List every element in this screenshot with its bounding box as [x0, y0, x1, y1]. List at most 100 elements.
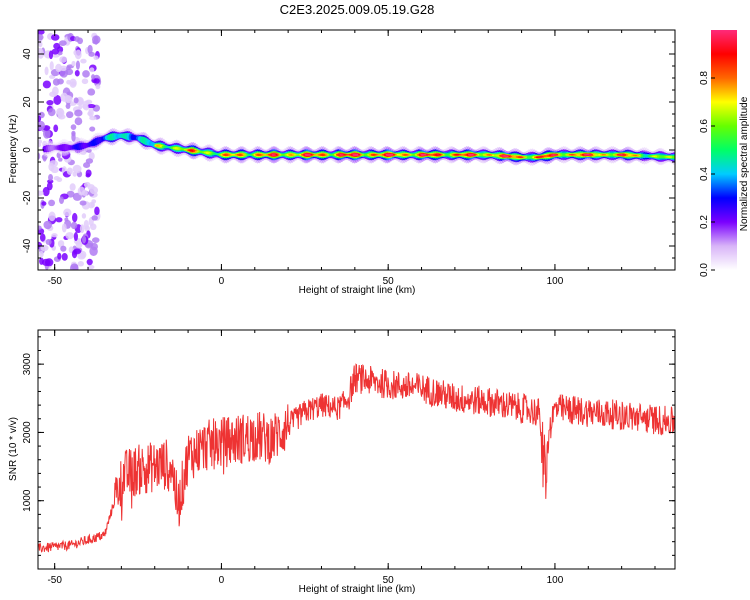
noise-blob	[89, 186, 99, 195]
x-tick-label: 0	[219, 276, 225, 287]
noise-blob	[48, 211, 56, 222]
noise-blob	[47, 108, 56, 117]
x-tick-label: 0	[219, 575, 225, 586]
noise-blob	[70, 221, 78, 230]
noise-blob	[47, 179, 54, 184]
noise-blob	[83, 219, 89, 230]
snr-frame	[37, 329, 676, 570]
noise-blob	[42, 154, 47, 162]
x-tick-label: -50	[47, 575, 62, 586]
noise-blob	[38, 190, 44, 196]
noise-blob	[88, 107, 94, 118]
noise-blob	[85, 158, 94, 164]
noise-blob	[72, 164, 82, 174]
noise-blob	[49, 61, 54, 71]
noise-blob	[71, 132, 76, 142]
noise-blob	[51, 34, 60, 41]
noise-blob	[82, 235, 87, 244]
y-tick-label: -20	[22, 190, 33, 205]
x-tick-label: 50	[383, 276, 395, 287]
noise-blob	[87, 103, 96, 109]
noise-blob	[38, 152, 41, 160]
noise-blob	[88, 152, 95, 160]
noise-blob	[93, 55, 99, 61]
noise-blob	[79, 200, 87, 206]
x-tick-label: -50	[47, 276, 62, 287]
noise-blob	[80, 58, 87, 64]
noise-blob	[66, 111, 74, 119]
noise-blob	[38, 120, 46, 131]
noise-blob	[57, 252, 62, 260]
noise-blob	[82, 70, 90, 78]
noise-blob	[91, 215, 98, 221]
snr-ylabel: SNR (10 * v/v)	[8, 417, 19, 481]
noise-blob	[72, 212, 78, 223]
noise-blob	[42, 80, 51, 89]
noise-blob	[81, 189, 88, 197]
snr-panel: -50 0 50 100 1000 2000 3000 Height of straight…	[8, 329, 676, 595]
snr-ticks: -50 0 50 100 1000 2000 3000	[22, 330, 675, 586]
noise-blob	[39, 233, 46, 242]
noise-blob	[41, 258, 51, 267]
noise-blob	[65, 232, 74, 240]
noise-blob	[48, 199, 56, 207]
noise-blob	[60, 245, 67, 252]
noise-blob	[87, 88, 96, 96]
noise-blob	[38, 225, 42, 231]
colorbar: 0.0 0.2 0.4 0.6 0.8 Normalized spectral ampl…	[699, 30, 750, 277]
noise-blob	[83, 181, 91, 188]
noise-blob	[80, 150, 87, 155]
noise-blob	[85, 173, 91, 178]
colorbar-tick-label: 0.0	[699, 263, 710, 277]
noise-blob	[87, 44, 93, 54]
noise-blob	[89, 246, 98, 257]
noise-blob	[94, 206, 100, 216]
noise-blob	[74, 109, 83, 117]
noise-blob	[44, 66, 49, 76]
noise-blob	[95, 84, 101, 90]
y-tick-label: 40	[22, 48, 33, 60]
noise-blob	[43, 220, 53, 230]
y-tick-label: 20	[22, 96, 33, 108]
y-tick-label: 2000	[22, 421, 33, 444]
noise-blob	[66, 79, 72, 85]
snr-line	[38, 363, 675, 553]
noise-blob	[38, 34, 44, 41]
noise-blob	[68, 246, 74, 254]
noise-blob	[91, 74, 96, 80]
noise-blob	[73, 231, 79, 242]
noise-blob	[89, 67, 95, 73]
noise-blob	[64, 95, 73, 104]
noise-blob	[75, 240, 83, 249]
x-tick-label: 50	[383, 575, 395, 586]
noise-blob	[91, 237, 100, 244]
noise-blob	[71, 60, 76, 67]
noise-blob	[49, 160, 58, 168]
noise-blob	[53, 124, 59, 133]
spectrogram-ticks: -50 0 50 100 -40 -20 0 20 40	[22, 30, 675, 287]
noise-blob	[55, 217, 63, 223]
noise-blob	[56, 152, 61, 159]
noise-blob	[69, 183, 76, 191]
noise-blob	[87, 264, 95, 270]
noise-blob	[46, 100, 54, 106]
spectrum-ridge-segment	[671, 156, 675, 159]
noise-blob	[58, 157, 63, 162]
spectrogram-xlabel: Height of straight line (km)	[299, 285, 416, 296]
noise-blob	[66, 167, 73, 175]
noise-blob	[79, 250, 87, 259]
noise-blob	[71, 249, 78, 259]
noise-blob	[70, 124, 77, 130]
colorbar-ticks: 0.0 0.2 0.4 0.6 0.8	[699, 71, 715, 277]
spectrogram-panel: -50 0 50 100 -40 -20 0 20 40 Height of straight …	[8, 29, 676, 296]
colorbar-label: Normalized spectral amplitude	[739, 96, 750, 231]
colorbar-tick-label: 0.2	[699, 215, 710, 229]
x-tick-label: 100	[547, 276, 564, 287]
y-tick-label: 1000	[22, 489, 33, 512]
noise-blob	[89, 126, 96, 132]
noise-blob	[75, 60, 80, 70]
noise-blob	[38, 142, 42, 148]
noise-blob	[55, 63, 63, 73]
noise-blob	[73, 264, 79, 270]
